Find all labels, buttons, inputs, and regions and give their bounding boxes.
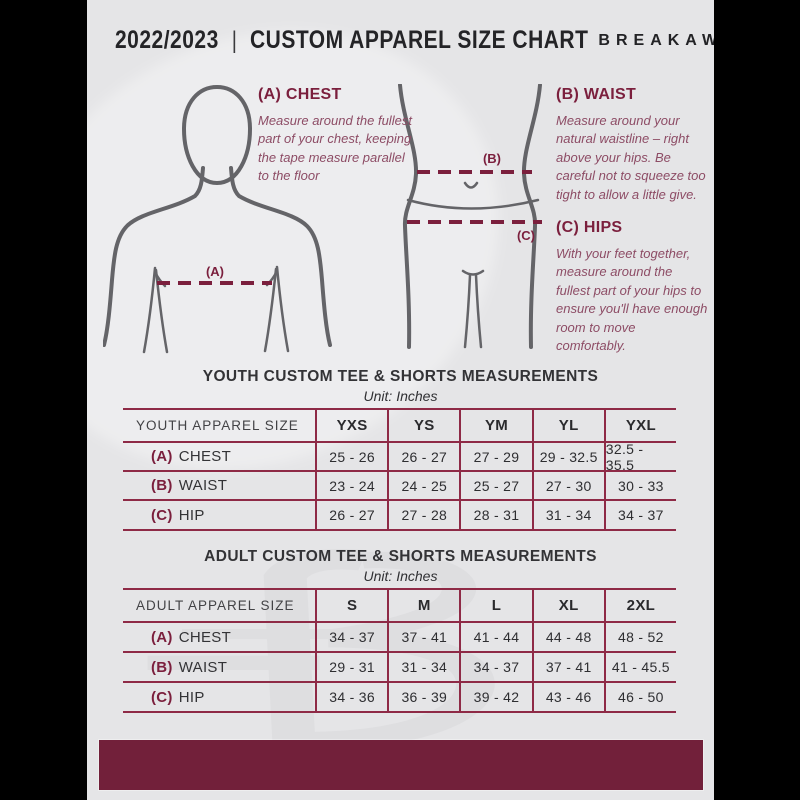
adult-col-header-s: S — [315, 590, 388, 623]
table-cell: 37 - 41 — [531, 653, 604, 683]
row-label: HIP — [178, 688, 205, 706]
row-label: CHEST — [178, 628, 232, 646]
youth-col-header-yxs: YXS — [315, 410, 388, 443]
hip-marker-label: (C) — [517, 228, 535, 243]
table-cell: 23 - 24 — [315, 472, 388, 501]
youth-row-label-hip: (C) HIP — [123, 501, 315, 531]
adult-col-header-l: L — [459, 590, 532, 623]
header-title: CUSTOM APPAREL SIZE CHART — [249, 26, 589, 54]
table-cell: 34 - 37 — [459, 653, 532, 683]
table-cell: 41 - 45.5 — [603, 653, 676, 683]
waist-description: Measure around your natural waistline – … — [556, 113, 706, 202]
row-prefix: (C) — [151, 688, 173, 706]
row-label: WAIST — [178, 477, 228, 494]
hips-description: With your feet together, measure around … — [556, 246, 708, 354]
table-cell: 34 - 36 — [315, 683, 388, 713]
youth-col-header-ym: YM — [459, 410, 532, 443]
waist-heading: (B) WAIST — [556, 86, 637, 103]
table-cell: 29 - 31 — [315, 653, 388, 683]
hips-heading: (C) HIPS — [556, 219, 623, 236]
table-cell: 48 - 52 — [603, 623, 676, 653]
adult-col-header-xl: XL — [531, 590, 604, 623]
header-year: 2022/2023 — [115, 26, 219, 54]
table-cell: 39 - 42 — [459, 683, 532, 713]
youth-col-header-ys: YS — [387, 410, 460, 443]
youth-table-title: YOUTH CUSTOM TEE & SHORTS MEASUREMENTS — [202, 368, 599, 385]
table-cell: 30 - 33 — [603, 472, 676, 501]
table-cell: 46 - 50 — [603, 683, 676, 713]
table-cell: 27 - 30 — [531, 472, 604, 501]
document-page: 2022/2023 | CUSTOM APPAREL SIZE CHART BR… — [87, 0, 714, 800]
row-label: CHEST — [178, 448, 232, 465]
adult-row-label-chest: (A) CHEST — [123, 623, 315, 653]
table-cell: 28 - 31 — [459, 501, 532, 531]
waist-marker-label: (B) — [483, 151, 501, 166]
table-cell: 27 - 29 — [459, 443, 532, 472]
adult-col-header-size: ADULT APPAREL SIZE — [123, 590, 315, 623]
youth-row-label-waist: (B) WAIST — [123, 472, 315, 501]
row-prefix: (C) — [151, 506, 173, 524]
table-cell: 31 - 34 — [387, 653, 460, 683]
table-cell: 36 - 39 — [387, 683, 460, 713]
row-prefix: (A) — [151, 448, 173, 465]
lower-body-figure: (B) (C) — [398, 84, 542, 349]
row-prefix: (B) — [151, 477, 173, 494]
adult-col-header-2xl: 2XL — [603, 590, 676, 623]
row-prefix: (A) — [151, 628, 173, 646]
chest-description: Measure around the fullest part of your … — [258, 113, 412, 184]
youth-col-header-yl: YL — [531, 410, 604, 443]
adult-row-label-waist: (B) WAIST — [123, 653, 315, 683]
youth-row-label-chest: (A) CHEST — [123, 443, 315, 472]
adult-row-label-hip: (C) HIP — [123, 683, 315, 713]
header: 2022/2023 | CUSTOM APPAREL SIZE CHART BR… — [115, 20, 714, 62]
table-cell: 29 - 32.5 — [531, 443, 604, 472]
header-separator: | — [231, 27, 237, 54]
table-cell: 26 - 27 — [315, 501, 388, 531]
table-cell: 44 - 48 — [531, 623, 604, 653]
brand-name: BREAKAWAY — [598, 32, 714, 49]
table-cell: 37 - 41 — [387, 623, 460, 653]
table-cell: 25 - 26 — [315, 443, 388, 472]
adult-size-table: ADULT APPAREL SIZE S M L XL 2XL (A) CHES… — [123, 588, 676, 713]
youth-col-header-size: YOUTH APPAREL SIZE — [123, 410, 315, 443]
table-cell: 25 - 27 — [459, 472, 532, 501]
adult-table-title: ADULT CUSTOM TEE & SHORTS MEASUREMENTS — [204, 548, 597, 565]
table-cell: 34 - 37 — [603, 501, 676, 531]
adult-table-unit: Unit: Inches — [363, 568, 438, 584]
row-prefix: (B) — [151, 658, 173, 676]
chest-heading: (A) CHEST — [258, 86, 342, 103]
table-cell: 41 - 44 — [459, 623, 532, 653]
footer-maroon-bar — [99, 740, 703, 790]
chest-marker-label: (A) — [206, 264, 224, 279]
adult-col-header-m: M — [387, 590, 460, 623]
table-cell: 24 - 25 — [387, 472, 460, 501]
table-cell: 26 - 27 — [387, 443, 460, 472]
table-cell: 27 - 28 — [387, 501, 460, 531]
row-label: WAIST — [178, 658, 228, 676]
row-label: HIP — [178, 506, 205, 524]
youth-table-unit: Unit: Inches — [363, 388, 438, 404]
upper-body-figure: (A) — [103, 84, 332, 354]
table-cell: 34 - 37 — [315, 623, 388, 653]
table-cell: 32.5 - 35.5 — [603, 441, 676, 473]
table-cell: 43 - 46 — [531, 683, 604, 713]
youth-col-header-yxl: YXL — [603, 410, 676, 443]
table-cell: 31 - 34 — [531, 501, 604, 531]
youth-size-table: YOUTH APPAREL SIZE YXS YS YM YL YXL (A) … — [123, 408, 676, 531]
breakaway-watermark-b — [147, 549, 495, 751]
